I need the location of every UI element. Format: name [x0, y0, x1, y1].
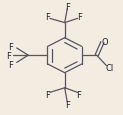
Text: F: F	[45, 13, 50, 22]
Text: F: F	[65, 3, 70, 12]
Text: F: F	[6, 51, 11, 60]
Text: Cl: Cl	[105, 63, 114, 72]
Text: F: F	[76, 90, 81, 99]
Text: O: O	[101, 37, 108, 46]
Text: F: F	[77, 13, 82, 22]
Text: F: F	[8, 42, 13, 51]
Text: F: F	[8, 60, 13, 69]
Text: F: F	[45, 90, 50, 99]
Text: F: F	[65, 100, 70, 109]
